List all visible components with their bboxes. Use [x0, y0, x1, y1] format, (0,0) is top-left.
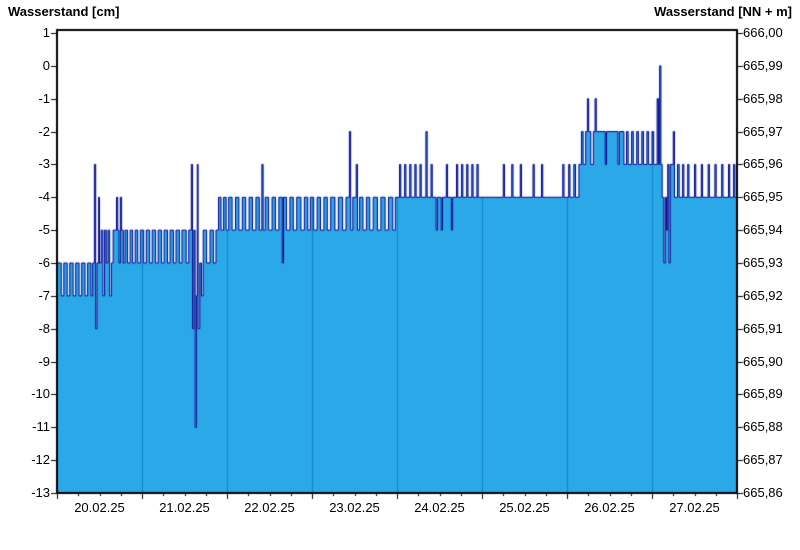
right-axis-tick-label: 665,88 — [743, 419, 783, 435]
right-axis-tick-label: 665,98 — [743, 90, 783, 106]
right-axis-tick-label: 665,96 — [743, 156, 783, 172]
x-axis-tick-label: 27.02.25 — [669, 500, 720, 515]
x-axis-tick-label: 25.02.25 — [499, 500, 550, 515]
right-axis-tick-label: 665,99 — [743, 57, 783, 73]
x-axis-tick-label: 20.02.25 — [74, 500, 125, 515]
right-axis-tick-label: 665,89 — [743, 386, 783, 402]
right-axis-tick-label: 665,92 — [743, 287, 783, 303]
left-axis-tick-label: 0 — [42, 57, 50, 73]
right-axis-tick-label: 666,00 — [743, 25, 783, 40]
x-axis-tick-label: 24.02.25 — [414, 500, 465, 515]
left-axis-tick-label: -13 — [31, 485, 50, 500]
right-axis-tick-label: 665,87 — [743, 452, 783, 468]
left-axis-tick-label: -8 — [38, 320, 50, 336]
left-axis-tick-label: -3 — [38, 156, 50, 172]
left-axis-tick-label: -4 — [38, 189, 50, 205]
left-axis-tick-label: -5 — [38, 222, 50, 238]
left-axis-tick-label: -11 — [32, 419, 50, 435]
right-axis-tick-label: 665,95 — [743, 189, 783, 205]
left-axis-tick-label: -1 — [38, 90, 50, 106]
left-axis-tick-label: -7 — [38, 287, 50, 303]
right-axis-tick-label: 665,90 — [743, 353, 783, 369]
left-axis-tick-label: -2 — [38, 123, 50, 139]
left-axis-tick-label: 1 — [42, 25, 50, 40]
x-axis-tick-label: 21.02.25 — [159, 500, 210, 515]
x-axis-tick-label: 22.02.25 — [244, 500, 295, 515]
x-axis-tick-label: 23.02.25 — [329, 500, 380, 515]
left-axis-tick-label: -6 — [38, 255, 50, 270]
left-axis-tick-label: -9 — [38, 353, 50, 369]
right-axis-tick-label: 665,91 — [743, 320, 783, 336]
left-axis-tick-label: -10 — [31, 386, 50, 402]
x-axis-tick-label: 26.02.25 — [584, 500, 635, 515]
right-axis-tick-label: 665,94 — [743, 222, 783, 238]
right-axis-tick-label: 665,97 — [743, 123, 783, 139]
right-axis-tick-label: 665,93 — [743, 255, 783, 270]
right-axis-tick-label: 665,86 — [743, 485, 783, 500]
left-axis-tick-label: -12 — [31, 452, 50, 468]
